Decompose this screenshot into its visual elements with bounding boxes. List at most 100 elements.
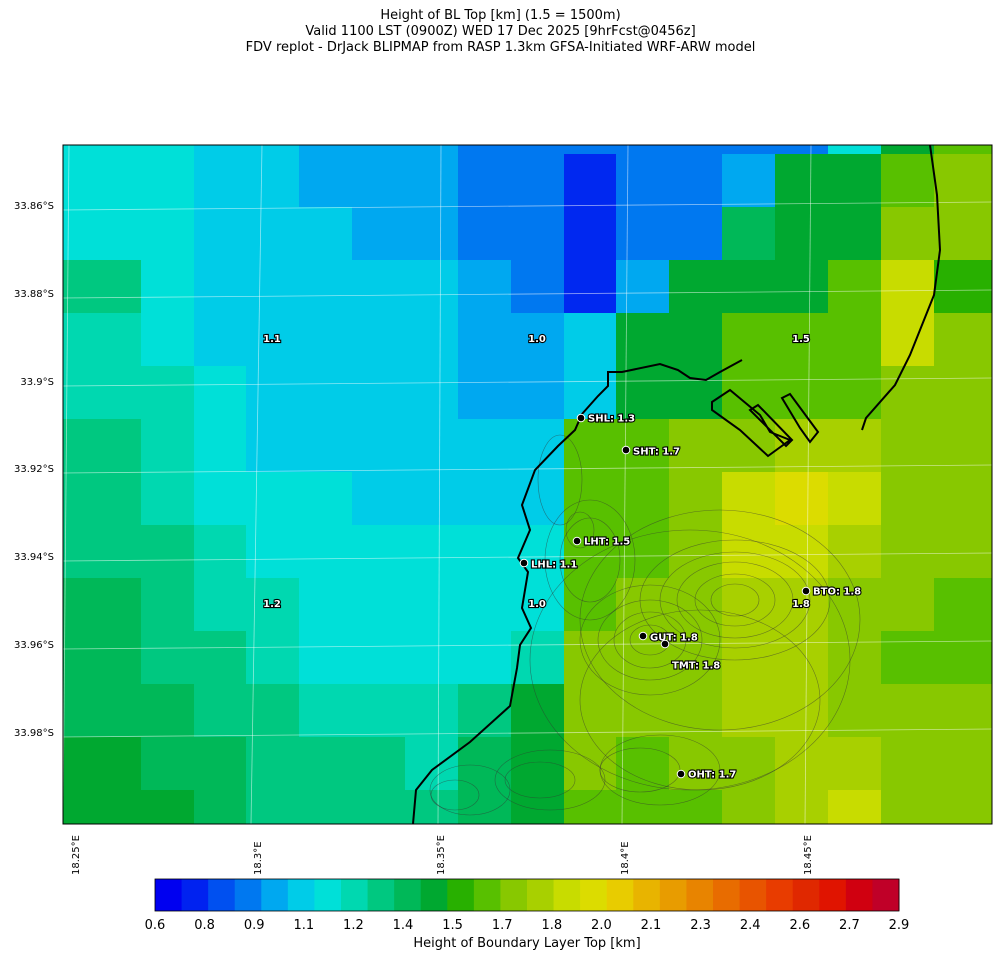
contour-line (579, 584, 721, 696)
grid-cell (934, 472, 992, 526)
lon-gridline (437, 145, 442, 824)
grid-cell (299, 207, 353, 261)
grid-cell (722, 737, 776, 791)
grid-cell (63, 472, 142, 526)
grid-cell (299, 313, 353, 367)
station-dot (676, 769, 686, 779)
grid-cell (194, 419, 247, 473)
grid-cell (458, 154, 512, 208)
grid-cell (299, 366, 353, 420)
lat-gridline (63, 201, 992, 211)
grid-cell (194, 631, 247, 685)
grid-cell (511, 366, 565, 420)
grid-cell (299, 260, 353, 314)
colorbar-swatch (234, 879, 262, 911)
grid-cell (669, 472, 723, 526)
colorbar-tick-label: 1.5 (442, 918, 463, 933)
colorbar-tick-label: 1.4 (392, 918, 414, 933)
grid-cell (246, 684, 300, 738)
colorbar-title: Height of Boundary Layer Top [km] (413, 936, 641, 951)
grid-cell (405, 737, 459, 791)
grid-cell (194, 790, 247, 824)
grid-cell (246, 737, 300, 791)
grid-cell (63, 790, 142, 824)
grid-cell (775, 419, 829, 473)
station-label-tmt: TMT: 1.8 (672, 661, 720, 672)
lon-gridline (621, 145, 629, 824)
grid-cell (511, 313, 565, 367)
colorbar-swatch (686, 879, 714, 911)
grid-cell (458, 313, 512, 367)
grid-cell (828, 472, 882, 526)
grid-cell (246, 419, 300, 473)
contour-line (613, 611, 687, 669)
grid-value-label: 1.8 (792, 599, 810, 610)
grid-cell (352, 578, 406, 632)
grid-cell (564, 260, 617, 314)
grid-cell (194, 260, 247, 314)
grid-cell (775, 525, 829, 579)
grid-cell (246, 260, 300, 314)
grid-cell (246, 790, 300, 824)
grid-cell (141, 313, 195, 367)
grid-cell (564, 525, 617, 579)
grid-cell (141, 472, 195, 526)
grid-cell (458, 578, 512, 632)
grid-cell (63, 419, 142, 473)
grid-cell (63, 207, 142, 261)
lat-gridline (63, 464, 992, 474)
grid-cell (775, 207, 829, 261)
map-frame (62, 144, 993, 825)
colorbar-swatch (527, 879, 555, 911)
grid-cell (564, 737, 617, 791)
grid-cell (881, 737, 935, 791)
colorbar-tick-label: 1.8 (541, 918, 563, 933)
colorbar-swatch (447, 879, 475, 911)
grid-cell (299, 525, 353, 579)
grid-cell (775, 154, 829, 208)
colorbar-swatch (473, 879, 501, 911)
grid-cell (722, 790, 776, 824)
grid-cell (246, 631, 300, 685)
graticule (63, 145, 992, 824)
grid-cell (775, 631, 829, 685)
station-dot (801, 586, 811, 596)
grid-cell (352, 737, 406, 791)
colorbar-tick-label: 1.7 (491, 918, 513, 933)
grid-cell (352, 313, 406, 367)
grid-cell (934, 207, 992, 261)
grid-cell (934, 154, 992, 208)
grid-cell (299, 578, 353, 632)
lat-tick-label: 33.9°S (20, 377, 54, 388)
lat-tick-label: 33.92°S (14, 464, 54, 475)
colorbar-tick-label: 2.4 (739, 918, 761, 933)
colorbar-swatch (739, 879, 767, 911)
colorbar-swatch (580, 879, 608, 911)
grid-cell (511, 631, 565, 685)
colorbar-tick-label: 2.0 (591, 918, 612, 933)
grid-value-label: 1.2 (263, 599, 281, 610)
grid-cell (934, 419, 992, 473)
grid-cell (63, 366, 142, 420)
grid-cell (564, 631, 617, 685)
grid-cell (405, 260, 459, 314)
station-label-sht: SHT: 1.7 (633, 447, 680, 458)
grid-cell (299, 419, 353, 473)
station-label-oht: OHT: 1.7 (688, 770, 736, 781)
grid-value-label: 1.0 (528, 334, 546, 345)
grid-cell (616, 737, 670, 791)
grid-cell (722, 260, 776, 314)
grid-cell (934, 684, 992, 738)
grid-cell (141, 207, 195, 261)
grid-cell (246, 207, 300, 261)
grid-cell (194, 154, 247, 208)
grid-cell (775, 260, 829, 314)
grid-cell (564, 154, 617, 208)
grid-cell (669, 207, 723, 261)
grid-cell (934, 525, 992, 579)
grid-cell (722, 313, 776, 367)
grid-cell (405, 525, 459, 579)
grid-cell (458, 419, 512, 473)
grid-cell (458, 737, 512, 791)
grid-cell (669, 684, 723, 738)
